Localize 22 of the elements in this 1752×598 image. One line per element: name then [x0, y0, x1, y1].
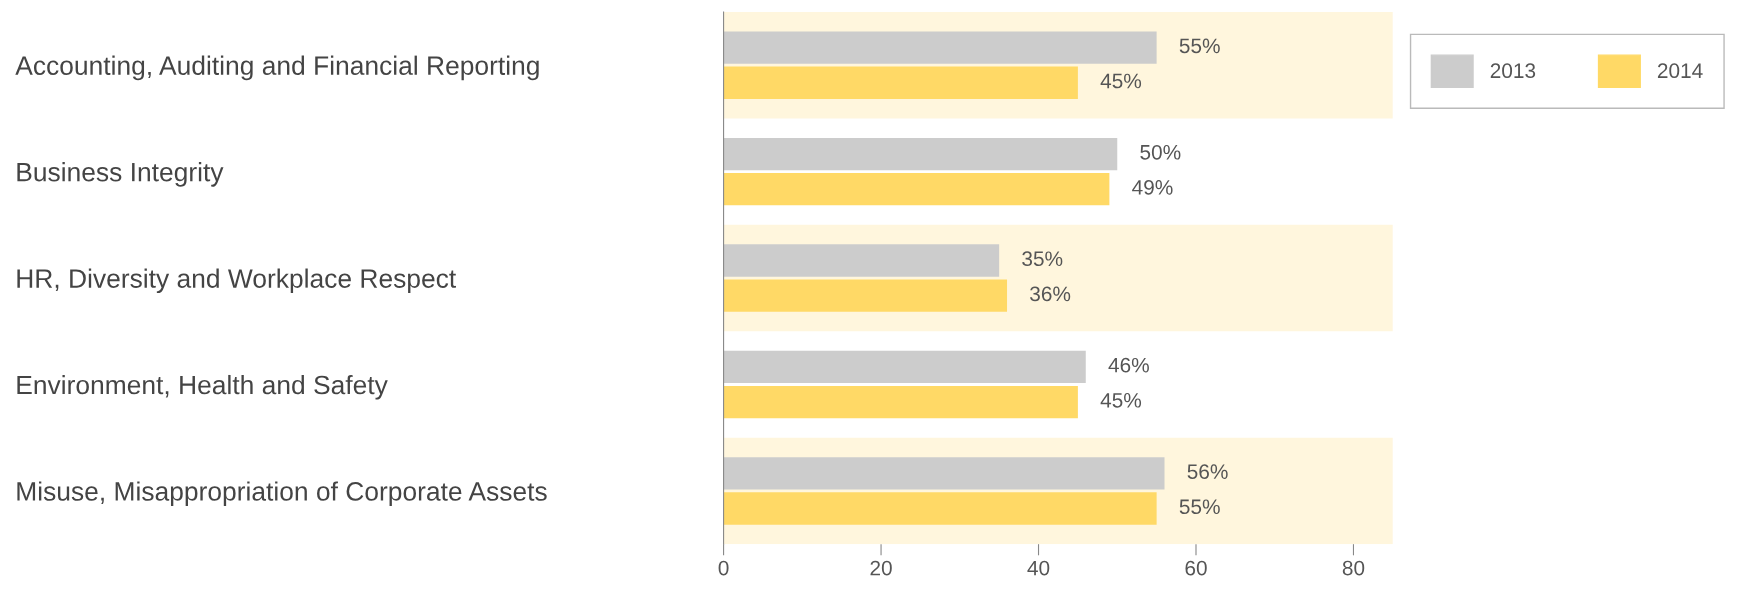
data-label: 55% — [1179, 38, 1220, 54]
data-label: 50% — [1140, 144, 1181, 160]
y-tick-label: Misuse, Misappropriation of Corporate Assets — [17, 481, 547, 506]
y-tick-label: Environment, Health and Safety — [17, 374, 388, 400]
data-label: 55% — [1179, 499, 1220, 515]
data-label: 45% — [1100, 393, 1142, 408]
data-label: 46% — [1108, 357, 1149, 373]
legend-label: 2013 — [1490, 63, 1536, 79]
data-label: 56% — [1187, 464, 1228, 479]
data-label: 49% — [1132, 180, 1173, 195]
x-tick-label: 40 — [1027, 560, 1050, 576]
data-label: 45% — [1100, 73, 1142, 89]
data-label: 35% — [1022, 251, 1063, 267]
y-tick-label: Business Integrity — [17, 162, 224, 187]
y-tick-label: HR, Diversity and Workplace Respect — [17, 268, 457, 294]
data-label: 36% — [1030, 286, 1071, 302]
x-tick-label: 20 — [870, 560, 892, 576]
legend-label: 2014 — [1657, 63, 1703, 79]
x-tick-label: 80 — [1342, 560, 1365, 576]
x-tick-label: 60 — [1185, 560, 1207, 576]
x-tick-label: 0 — [718, 560, 729, 576]
y-tick-label: Accounting, Auditing and Financial Reporting — [15, 55, 539, 81]
